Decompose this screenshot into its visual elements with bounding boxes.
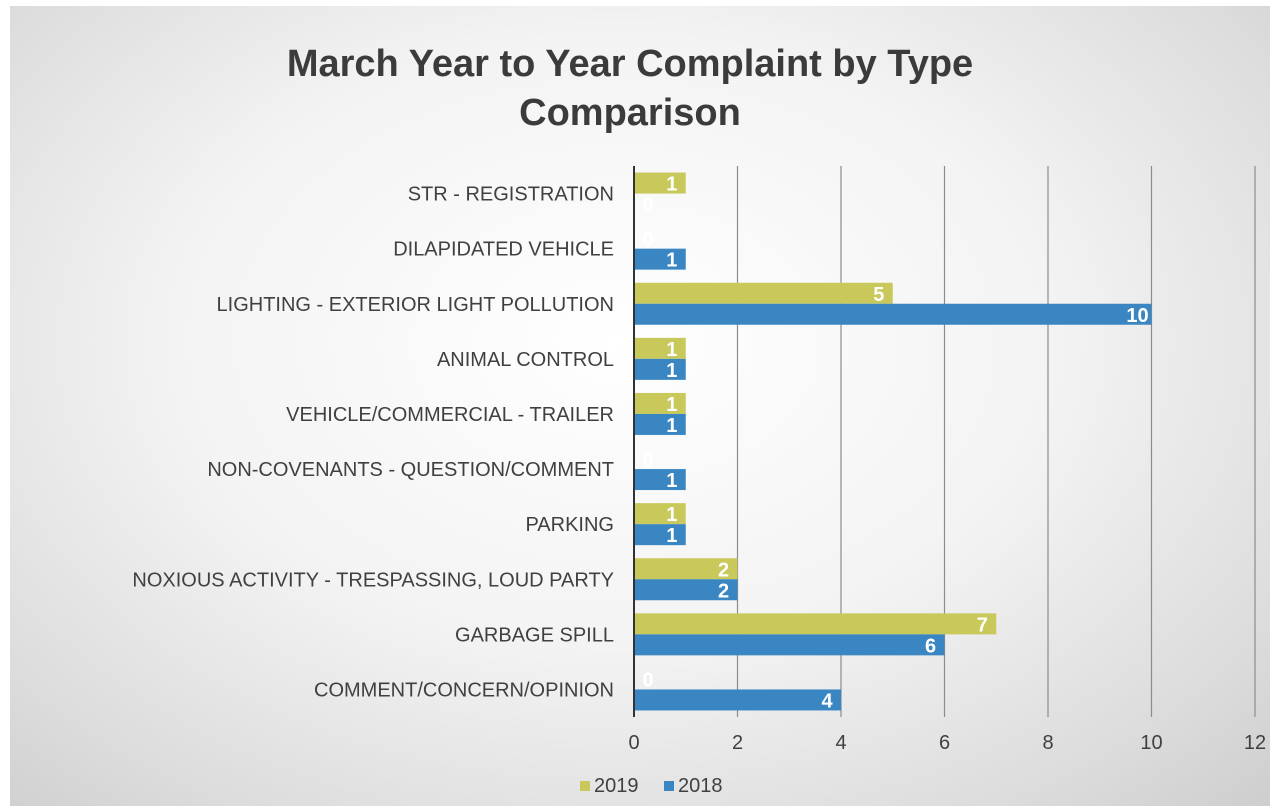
chart-slide: March Year to Year Complaint by Type Com… — [10, 6, 1270, 806]
bar-2019-7 — [634, 558, 738, 580]
category-label-4: VEHICLE/COMMERCIAL - TRAILER — [286, 404, 614, 426]
bar-2018-2 — [634, 303, 1152, 325]
data-label-2018-8: 6 — [925, 635, 936, 657]
x-tick-label-6: 12 — [1244, 732, 1266, 754]
x-tick-label-4: 8 — [1042, 732, 1053, 754]
chart-title-line-1: March Year to Year Complaint by Type — [286, 43, 974, 85]
data-label-2018-3: 1 — [666, 360, 677, 382]
x-tick-label-0: 0 — [628, 732, 639, 754]
data-label-2019-6: 1 — [666, 504, 677, 526]
bar-2018-9 — [634, 689, 841, 711]
data-label-2018-0: 0 — [642, 195, 653, 217]
data-label-2018-4: 1 — [666, 415, 677, 437]
data-label-2019-7: 2 — [718, 559, 729, 581]
legend-label-2019: 2019 — [594, 775, 639, 797]
data-label-2019-2: 5 — [873, 284, 884, 306]
data-label-2019-4: 1 — [666, 394, 677, 416]
x-tick-label-1: 2 — [732, 732, 743, 754]
category-label-5: NON-COVENANTS - QUESTION/COMMENT — [207, 459, 614, 481]
chart-title-line-2: Comparison — [519, 92, 741, 134]
bar-2018-4 — [634, 413, 686, 435]
bar-2018-5 — [634, 469, 686, 491]
bar-2018-7 — [634, 579, 738, 601]
data-label-2018-6: 1 — [666, 525, 677, 547]
category-label-9: COMMENT/CONCERN/OPINION — [314, 679, 614, 701]
x-tick-label-3: 6 — [939, 732, 950, 754]
legend-label-2018: 2018 — [678, 775, 723, 797]
data-label-2019-8: 7 — [977, 614, 988, 636]
chart-title: March Year to Year Complaint by Type Com… — [10, 40, 1250, 138]
category-label-1: DILAPIDATED VEHICLE — [393, 239, 614, 261]
legend-swatch-2018 — [664, 781, 674, 791]
data-label-2018-1: 1 — [666, 250, 677, 272]
bar-2019-4 — [634, 392, 686, 414]
category-label-6: PARKING — [525, 514, 614, 536]
bar-2019-8 — [634, 613, 997, 635]
bar-2019-3 — [634, 337, 686, 359]
category-label-0: STR - REGISTRATION — [408, 184, 614, 206]
bar-2018-6 — [634, 524, 686, 546]
x-tick-label-5: 10 — [1140, 732, 1162, 754]
category-label-7: NOXIOUS ACTIVITY - TRESPASSING, LOUD PAR… — [132, 569, 614, 591]
bar-2019-6 — [634, 503, 686, 525]
data-label-2019-5: 0 — [642, 449, 653, 471]
data-label-2019-9: 0 — [642, 669, 653, 691]
data-label-2019-0: 1 — [666, 174, 677, 196]
bar-2018-3 — [634, 358, 686, 380]
category-label-3: ANIMAL CONTROL — [437, 349, 614, 371]
data-label-2018-5: 1 — [666, 470, 677, 492]
bar-2018-8 — [634, 634, 945, 656]
data-label-2018-7: 2 — [718, 580, 729, 602]
data-label-2018-2: 10 — [1126, 305, 1148, 327]
legend-swatch-2019 — [580, 781, 590, 791]
category-label-8: GARBAGE SPILL — [455, 624, 614, 646]
x-tick-label-2: 4 — [835, 732, 846, 754]
data-label-2018-9: 4 — [821, 690, 833, 712]
data-label-2019-1: 0 — [642, 229, 653, 251]
data-label-2019-3: 1 — [666, 339, 677, 361]
bar-2018-1 — [634, 248, 686, 270]
bar-2019-2 — [634, 282, 893, 304]
category-label-2: LIGHTING - EXTERIOR LIGHT POLLUTION — [217, 294, 614, 316]
bar-2019-0 — [634, 172, 686, 194]
